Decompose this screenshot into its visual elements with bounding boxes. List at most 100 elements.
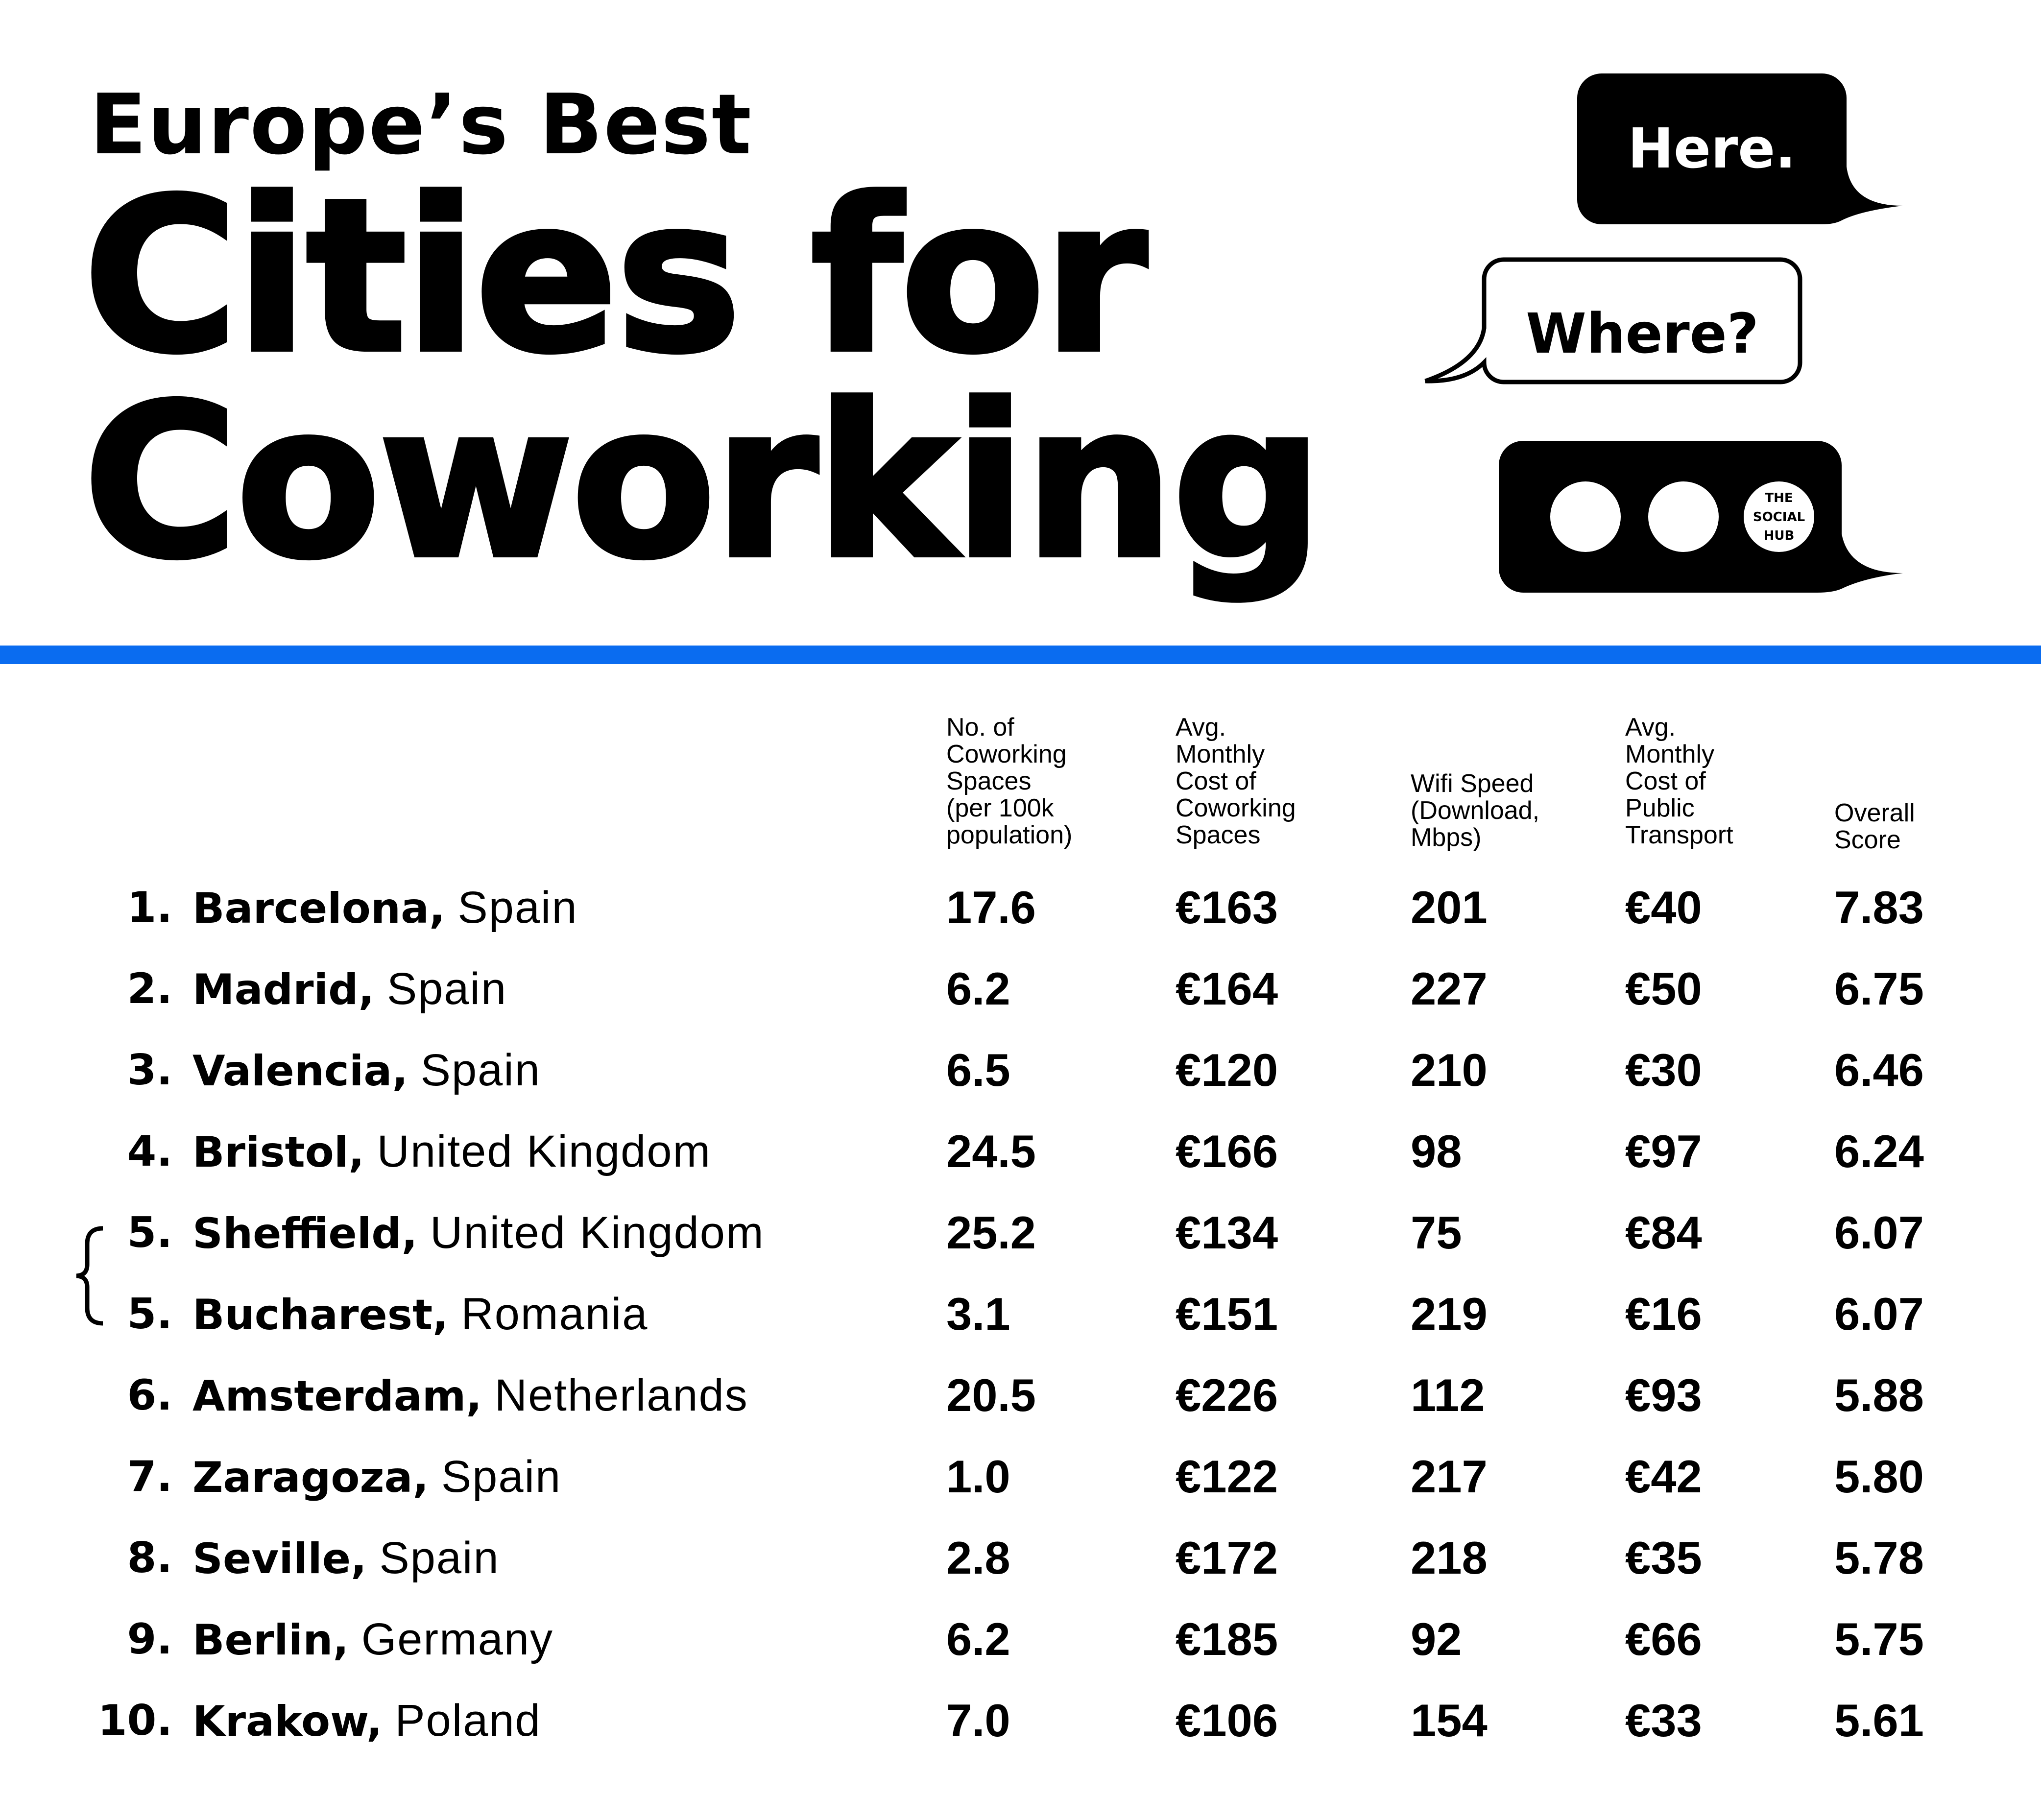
logo-line-3: HUB	[1764, 528, 1795, 543]
value-cell: €164	[1176, 963, 1278, 1014]
value-cell: €97	[1625, 1126, 1702, 1177]
value-cell: €120	[1176, 1044, 1278, 1096]
table-row: 4. Bristol, United Kingdom 24.5 €166 98 €97 6.…	[0, 1111, 2041, 1192]
rank-label: 5.	[127, 1208, 172, 1257]
value-cell: 5.78	[1834, 1532, 1924, 1583]
city-cell: Seville, Spain	[192, 1517, 500, 1600]
table-row: 8. Seville, Spain 2.8 €172 218 €35 5.78	[0, 1517, 2041, 1599]
value-cell: €50	[1625, 963, 1702, 1014]
value-cell: €185	[1176, 1613, 1278, 1665]
city-cell: Bristol, United Kingdom	[192, 1111, 711, 1193]
here-bubble: Here.	[1577, 73, 1903, 224]
value-cell: €66	[1625, 1613, 1702, 1665]
value-cell: €93	[1625, 1369, 1702, 1421]
city-cell: Amsterdam, Netherlands	[192, 1355, 748, 1437]
value-cell: 17.6	[946, 882, 1036, 933]
title-kicker: Europe’s Best	[90, 76, 753, 173]
value-cell: 5.75	[1834, 1613, 1924, 1665]
value-cell: 5.80	[1834, 1451, 1924, 1502]
city-name: Bristol,	[192, 1128, 364, 1177]
value-cell: €166	[1176, 1126, 1278, 1177]
value-cell: 227	[1411, 963, 1488, 1014]
where-bubble: Where?	[1424, 257, 1802, 384]
speech-bubbles-illustration: Here. Where? THE SOCIAL HUB	[1424, 73, 1903, 593]
value-cell: €172	[1176, 1532, 1278, 1583]
value-cell: €16	[1625, 1288, 1702, 1340]
value-cell: 6.07	[1834, 1207, 1924, 1258]
city-cell: Madrid, Spain	[192, 948, 507, 1030]
value-cell: 24.5	[946, 1126, 1036, 1177]
table-row: 5. Bucharest, Romania 3.1 €151 219 €16 6.07	[0, 1273, 2041, 1355]
value-cell: 98	[1411, 1126, 1462, 1177]
title-line-1: Cities for	[81, 154, 1150, 399]
city-name: Barcelona,	[192, 884, 445, 933]
value-cell: €134	[1176, 1207, 1278, 1258]
rank-label: 8.	[127, 1533, 172, 1582]
page-title: Cities for Coworking	[81, 154, 1325, 590]
value-cell: 5.88	[1834, 1369, 1924, 1421]
city-name: Krakow,	[192, 1697, 383, 1746]
rank-label: 3.	[127, 1046, 172, 1095]
rank-label: 6.	[127, 1371, 172, 1420]
value-cell: 219	[1411, 1288, 1488, 1340]
value-cell: 25.2	[946, 1207, 1036, 1258]
table-row: 10. Krakow, Poland 7.0 €106 154 €33 5.61	[0, 1680, 2041, 1761]
rank-label: 9.	[127, 1615, 172, 1664]
value-cell: 210	[1411, 1044, 1488, 1096]
value-cell: 3.1	[946, 1288, 1010, 1340]
column-header: Avg. Monthly Cost of Public Transport	[1625, 713, 1733, 849]
country-name: United Kingdom	[377, 1126, 712, 1176]
value-cell: 6.46	[1834, 1044, 1924, 1096]
city-name: Berlin,	[192, 1616, 349, 1665]
value-cell: €42	[1625, 1451, 1702, 1502]
country-name: Spain	[420, 1045, 541, 1095]
value-cell: €226	[1176, 1369, 1278, 1421]
value-cell: €40	[1625, 882, 1702, 933]
city-cell: Sheffield, United Kingdom	[192, 1192, 765, 1274]
value-cell: 7.0	[946, 1695, 1010, 1746]
value-cell: €30	[1625, 1044, 1702, 1096]
country-name: Netherlands	[494, 1370, 748, 1420]
divider-rule	[0, 646, 2041, 664]
column-header: Overall Score	[1834, 799, 1915, 854]
country-name: Romania	[461, 1289, 648, 1339]
city-cell: Barcelona, Spain	[192, 867, 578, 949]
rank-label: 1.	[127, 883, 172, 932]
table-row: 2. Madrid, Spain 6.2 €164 227 €50 6.75	[0, 948, 2041, 1030]
social-hub-logo-icon	[1744, 481, 1814, 552]
typing-bubble: THE SOCIAL HUB	[1499, 441, 1903, 593]
value-cell: €106	[1176, 1695, 1278, 1746]
value-cell: €33	[1625, 1695, 1702, 1746]
value-cell: 218	[1411, 1532, 1488, 1583]
logo-line-1: THE	[1765, 491, 1793, 505]
value-cell: 6.24	[1834, 1126, 1924, 1177]
value-cell: 6.2	[946, 963, 1010, 1014]
value-cell: €35	[1625, 1532, 1702, 1583]
value-cell: 112	[1411, 1369, 1485, 1421]
table-row: 3. Valencia, Spain 6.5 €120 210 €30 6.46	[0, 1030, 2041, 1111]
here-text: Here.	[1628, 117, 1796, 181]
rank-label: 10.	[97, 1696, 172, 1745]
value-cell: 92	[1411, 1613, 1462, 1665]
table-row: 6. Amsterdam, Netherlands 20.5 €226 112 €93 5.…	[0, 1355, 2041, 1436]
value-cell: 75	[1411, 1207, 1462, 1258]
column-header: Avg. Monthly Cost of Coworking Spaces	[1176, 713, 1296, 849]
rank-label: 7.	[127, 1452, 172, 1501]
country-name: Spain	[441, 1452, 562, 1502]
value-cell: 6.75	[1834, 963, 1924, 1014]
city-cell: Berlin, Germany	[192, 1599, 553, 1681]
value-cell: 154	[1411, 1695, 1488, 1746]
rank-label: 5.	[127, 1290, 172, 1339]
city-cell: Krakow, Poland	[192, 1680, 541, 1762]
value-cell: 217	[1411, 1451, 1488, 1502]
typing-dot-icon	[1648, 481, 1719, 552]
table-row: 1. Barcelona, Spain 17.6 €163 201 €40 7.83	[0, 867, 2041, 948]
value-cell: €163	[1176, 882, 1278, 933]
value-cell: €151	[1176, 1288, 1278, 1340]
country-name: Spain	[379, 1533, 500, 1583]
logo-line-2: SOCIAL	[1753, 510, 1805, 525]
value-cell: €122	[1176, 1451, 1278, 1502]
typing-dot-icon	[1550, 481, 1621, 552]
table-row: 7. Zaragoza, Spain 1.0 €122 217 €42 5.80	[0, 1436, 2041, 1517]
country-name: Germany	[361, 1614, 554, 1664]
